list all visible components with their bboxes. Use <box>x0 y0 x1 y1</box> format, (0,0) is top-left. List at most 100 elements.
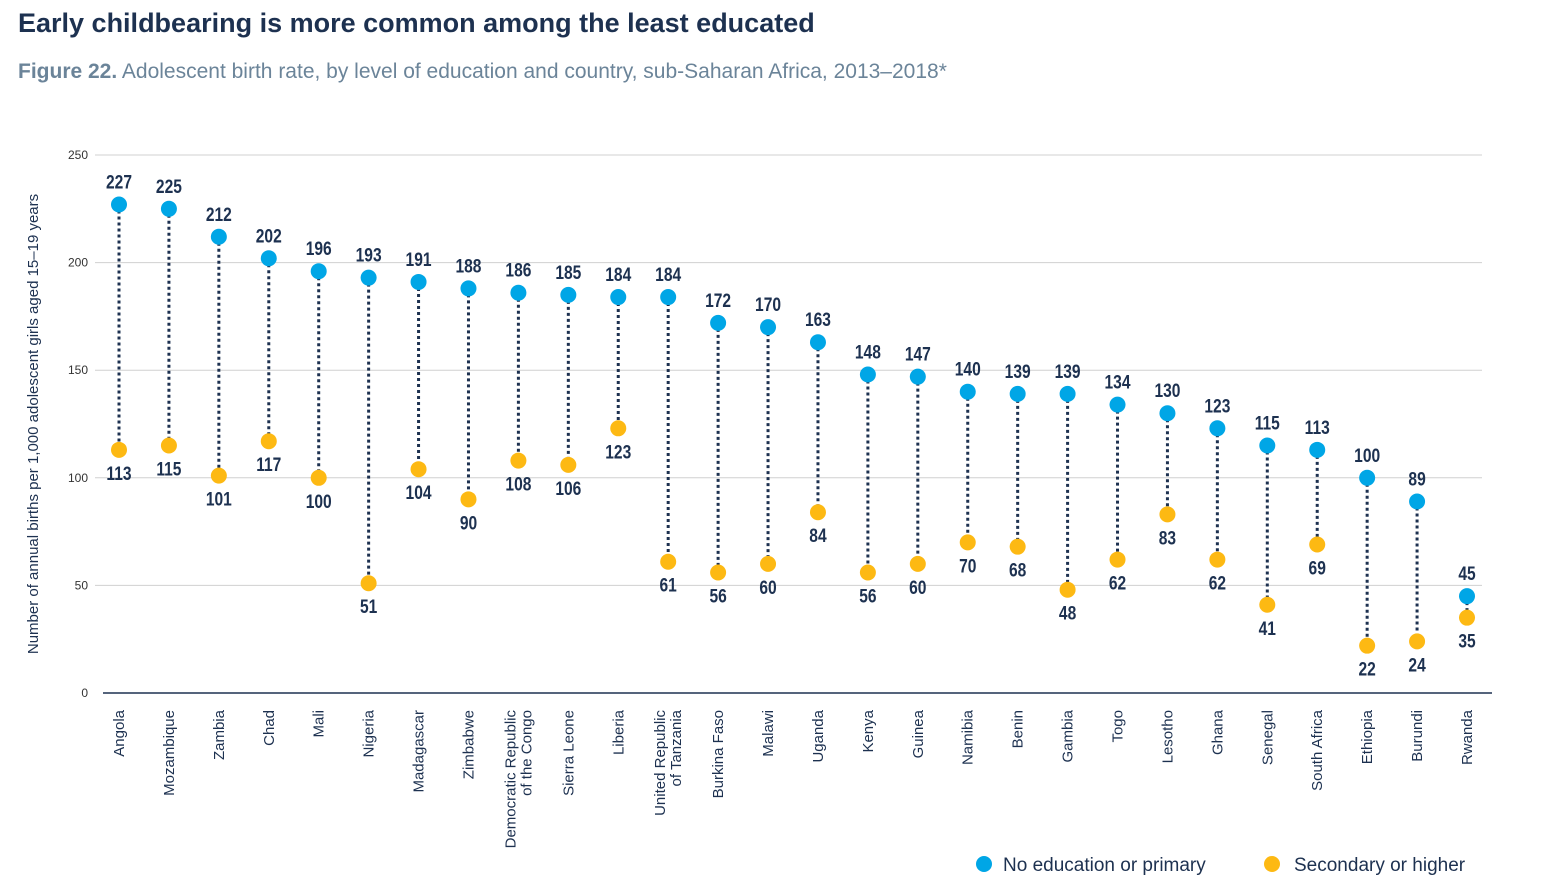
secondary-point <box>909 555 926 572</box>
no-education-point <box>160 200 177 217</box>
secondary-point <box>410 461 427 478</box>
no-education-point <box>1209 420 1226 437</box>
no-education-value-label: 225 <box>156 175 182 197</box>
no-education-value-label: 89 <box>1408 468 1426 490</box>
secondary-value-label: 69 <box>1309 557 1327 579</box>
country-label-line: of Tanzania <box>668 709 685 786</box>
no-education-value-label: 130 <box>1154 380 1180 402</box>
secondary-point <box>560 456 577 473</box>
country-label: Mali <box>311 710 328 738</box>
secondary-value-label: 100 <box>306 490 332 512</box>
secondary-point <box>111 441 127 458</box>
no-education-value-label: 147 <box>905 343 931 365</box>
secondary-point <box>1459 609 1475 626</box>
y-tick-label: 200 <box>68 256 88 270</box>
country-label-line: Mozambique <box>161 710 178 796</box>
secondary-value-label: 84 <box>809 525 827 547</box>
no-education-value-label: 184 <box>655 264 681 286</box>
y-axis-label: Number of annual births per 1,000 adoles… <box>25 194 42 654</box>
secondary-value-label: 70 <box>959 555 976 577</box>
figure-number: Figure 22. <box>18 60 118 83</box>
secondary-point <box>310 469 327 486</box>
country-label-line: Democratic Republic <box>502 710 519 849</box>
no-education-value-label: 115 <box>1255 412 1280 434</box>
secondary-value-label: 48 <box>1059 602 1077 624</box>
country-label: Madagascar <box>411 710 428 793</box>
secondary-point <box>760 555 777 572</box>
country-label-line: Burkina Faso <box>710 710 727 798</box>
secondary-point <box>1309 536 1326 553</box>
country-label-line: Zambia <box>211 709 228 760</box>
country-label-line: Gambia <box>1060 709 1077 762</box>
secondary-point <box>1259 596 1276 613</box>
country-label-line: Ethiopia <box>1359 709 1376 764</box>
legend-no-education-label: No education or primary <box>1003 855 1206 876</box>
no-education-point <box>210 228 227 245</box>
secondary-point <box>260 433 277 450</box>
y-tick-label: 100 <box>68 471 88 485</box>
no-education-point <box>1359 469 1376 486</box>
country-label-line: Angola <box>111 709 128 756</box>
country-label-line: Madagascar <box>411 710 428 793</box>
no-education-point <box>410 273 427 290</box>
country-label-line: South Africa <box>1309 709 1326 791</box>
country-label: Rwanda <box>1459 709 1476 765</box>
y-tick-label: 0 <box>81 686 88 700</box>
country-label-line: Togo <box>1110 710 1127 743</box>
secondary-value-label: 108 <box>505 473 531 495</box>
no-education-point <box>1109 396 1126 413</box>
secondary-value-label: 22 <box>1358 658 1375 680</box>
secondary-point <box>1009 538 1026 555</box>
no-education-value-label: 100 <box>1354 444 1380 466</box>
no-education-value-label: 113 <box>1305 416 1330 438</box>
country-label: Gambia <box>1060 709 1077 762</box>
secondary-point <box>360 575 377 592</box>
secondary-point <box>710 564 727 581</box>
secondary-value-label: 115 <box>156 458 181 480</box>
secondary-point <box>660 553 677 570</box>
secondary-point <box>210 467 227 484</box>
no-education-point <box>710 314 727 331</box>
secondary-point <box>1159 506 1176 523</box>
no-education-point <box>1009 385 1026 402</box>
country-label: South Africa <box>1309 709 1326 791</box>
no-education-point <box>111 196 127 213</box>
no-education-point <box>260 250 277 267</box>
country-label-line: Mali <box>311 710 328 738</box>
country-label-line: Chad <box>261 710 278 746</box>
no-education-value-label: 202 <box>256 225 282 247</box>
country-label-line: of the Congo <box>518 710 535 796</box>
secondary-point <box>959 534 976 551</box>
secondary-point <box>1059 581 1076 598</box>
secondary-value-label: 101 <box>206 488 232 510</box>
country-label-line: Malawi <box>760 710 777 757</box>
no-education-value-label: 163 <box>805 309 831 331</box>
no-education-value-label: 172 <box>705 289 731 311</box>
no-education-point <box>1409 493 1426 510</box>
secondary-value-label: 61 <box>660 574 678 596</box>
chart-title: Early childbearing is more common among … <box>18 8 815 38</box>
country-label-line: Lesotho <box>1159 710 1176 763</box>
no-education-point <box>1259 437 1276 454</box>
no-education-point <box>660 289 677 306</box>
no-education-point <box>859 366 876 383</box>
no-education-point <box>610 289 627 306</box>
no-education-value-label: 184 <box>605 264 631 286</box>
legend-secondary-label: Secondary or higher <box>1294 855 1466 876</box>
secondary-point <box>510 452 527 469</box>
country-label: Angola <box>111 709 128 756</box>
no-education-value-label: 140 <box>955 358 981 380</box>
country-label-line: Nigeria <box>361 709 378 757</box>
no-education-value-label: 45 <box>1458 563 1476 585</box>
secondary-point <box>1359 637 1376 654</box>
country-label: Zimbabwe <box>460 710 477 779</box>
no-education-point <box>460 280 477 297</box>
secondary-value-label: 123 <box>605 441 631 463</box>
country-label: Lesotho <box>1159 710 1176 763</box>
no-education-point <box>760 319 777 336</box>
country-label: Ghana <box>1209 709 1226 755</box>
secondary-value-label: 24 <box>1408 654 1426 676</box>
no-education-point <box>1059 385 1076 402</box>
country-label-line: Uganda <box>810 709 827 762</box>
